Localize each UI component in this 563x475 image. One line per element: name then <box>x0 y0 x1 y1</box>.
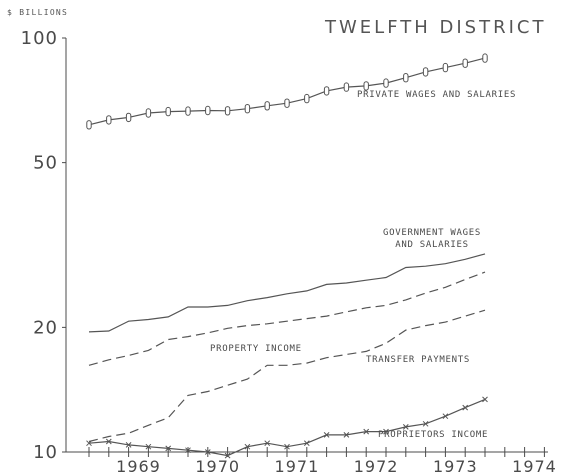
private-wages-point <box>343 82 350 92</box>
private-wages-point <box>442 62 449 73</box>
x-tick-label: 1971 <box>275 457 320 475</box>
series-label: PROPERTY INCOME <box>210 344 302 354</box>
series-group <box>86 53 488 459</box>
y-tick-label: 100 <box>21 28 58 49</box>
private-wages-point <box>363 81 369 91</box>
series-label: AND SALARIES <box>395 240 468 250</box>
y-tick-label: 50 <box>33 153 58 174</box>
axes-group: 10 20 50 100 1969 1970 1971 1972 1973 1974 <box>21 28 557 475</box>
private-wages-point <box>205 105 211 116</box>
y-tick-label: 20 <box>33 317 58 338</box>
proprietors-income-point <box>482 396 488 403</box>
proprietors-income-point <box>86 440 92 447</box>
private-wages-point <box>86 120 92 130</box>
private-wages-point <box>185 106 191 116</box>
private-wages-point <box>422 67 429 77</box>
private-wages-point <box>224 106 231 116</box>
proprietors-income-point <box>224 452 231 459</box>
proprietors-income-point <box>303 440 310 447</box>
private-wages-point <box>482 53 488 63</box>
proprietors-income-point <box>145 443 152 450</box>
proprietors-income-point <box>105 438 112 445</box>
government-wages-line <box>88 253 486 333</box>
private-wages-point <box>304 93 310 104</box>
private-wages-point <box>284 98 290 108</box>
private-wages-point <box>165 106 171 117</box>
private-wages-point <box>145 108 152 118</box>
private-wages-point <box>106 115 112 125</box>
private-wages-point <box>323 86 330 96</box>
y-tick-label: 10 <box>33 442 58 463</box>
proprietors-income-point <box>264 440 271 447</box>
proprietors-income-point <box>204 449 211 455</box>
series-label: GOVERNMENT WAGES <box>383 228 481 238</box>
chart-title: TWELFTH DISTRICT <box>324 17 546 38</box>
private-wages-point <box>244 104 251 114</box>
series-label: TRANSFER PAYMENTS <box>366 355 470 365</box>
proprietors-income-point <box>284 443 290 450</box>
proprietors-income-point <box>442 413 449 420</box>
private-wages-point <box>383 78 389 88</box>
private-wages-point <box>264 101 270 111</box>
proprietors-income-point <box>462 404 469 411</box>
x-tick-label: 1969 <box>116 457 161 475</box>
series-label: PRIVATE WAGES AND SALARIES <box>357 90 516 100</box>
private-wages-point <box>462 58 468 68</box>
x-tick-label: 1970 <box>195 457 240 475</box>
private-wages-point <box>403 73 409 83</box>
proprietors-income-point <box>422 420 429 427</box>
y-axis-label: $ BILLIONS <box>7 8 68 17</box>
transfer-payments-line <box>88 309 486 443</box>
proprietors-income-point <box>165 445 172 452</box>
series-label: PROPRIETORS INCOME <box>378 430 488 440</box>
proprietors-income-point <box>402 424 409 430</box>
series-label-group: PRIVATE WAGES AND SALARIES GOVERNMENT WAG… <box>210 90 516 440</box>
proprietors-income-point <box>343 432 350 438</box>
x-tick-label: 1974 <box>512 457 557 475</box>
proprietors-income-point <box>363 428 370 435</box>
proprietors-income-point <box>383 428 389 435</box>
proprietors-income-point <box>125 442 132 448</box>
x-tick-label: 1973 <box>433 457 478 475</box>
property-income-line <box>88 271 486 366</box>
proprietors-income-point <box>185 447 191 454</box>
proprietors-income-point <box>244 443 251 450</box>
proprietors-income-point <box>323 432 330 438</box>
private-wages-point <box>125 112 132 123</box>
x-tick-label: 1972 <box>354 457 399 475</box>
